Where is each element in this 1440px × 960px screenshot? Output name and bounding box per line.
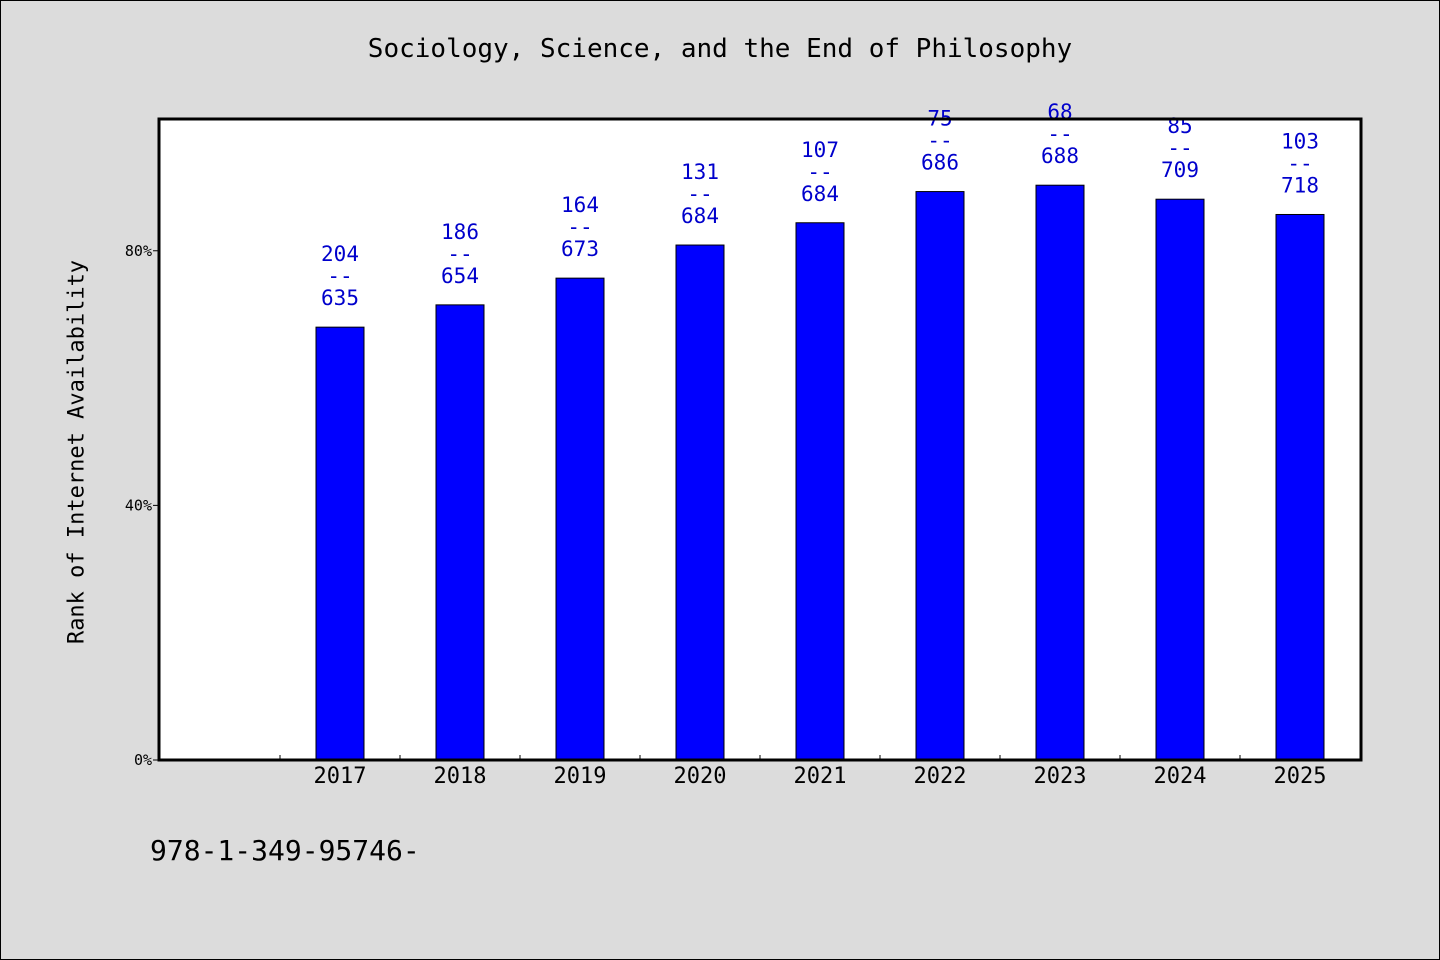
- data-label-top: 131: [681, 160, 719, 184]
- data-label-separator: --: [927, 129, 952, 153]
- bar: [675, 244, 725, 761]
- data-label-separator: --: [807, 160, 832, 184]
- data-label-top: 204: [321, 242, 359, 266]
- data-label-bottom: 709: [1161, 158, 1199, 182]
- bar: [555, 277, 605, 761]
- data-label-separator: --: [1047, 122, 1072, 146]
- chart-title: Sociology, Science, and the End of Philo…: [367, 34, 1073, 64]
- bar: [795, 222, 845, 761]
- bar: [315, 326, 365, 761]
- bar: [1275, 213, 1325, 761]
- bar: [915, 191, 965, 761]
- y-tick-label: 40%: [125, 496, 152, 514]
- data-label-bottom: 718: [1281, 173, 1319, 197]
- data-label-separator: --: [327, 264, 352, 288]
- data-label-bottom: 635: [321, 286, 359, 310]
- data-label-separator: --: [687, 182, 712, 206]
- bar: [1155, 198, 1205, 761]
- data-label-bottom: 684: [801, 182, 839, 206]
- x-tick-label: 2023: [1034, 764, 1087, 789]
- data-label-top: 103: [1281, 129, 1319, 153]
- x-tick-label: 2020: [674, 764, 727, 789]
- bar: [1035, 184, 1085, 761]
- data-label-top: 186: [441, 220, 479, 244]
- data-label-separator: --: [1287, 151, 1312, 175]
- data-label-bottom: 654: [441, 264, 479, 288]
- data-label-separator: --: [447, 242, 472, 266]
- y-tick-label: 80%: [125, 242, 152, 260]
- x-tick-label: 2017: [314, 764, 367, 789]
- data-label-bottom: 673: [561, 237, 599, 261]
- x-tick-label: 2025: [1274, 764, 1327, 789]
- data-label-top: 107: [801, 138, 839, 162]
- y-tick-label: 0%: [134, 751, 152, 769]
- x-tick-label: 2022: [914, 764, 967, 789]
- data-label-separator: --: [567, 215, 592, 239]
- data-label-bottom: 688: [1041, 144, 1079, 168]
- x-tick-label: 2019: [554, 764, 607, 789]
- bar: [435, 304, 485, 761]
- x-tick-label: 2021: [794, 764, 847, 789]
- x-tick-label: 2018: [434, 764, 487, 789]
- footer-isbn: 978-1-349-95746-: [150, 834, 420, 867]
- data-label-bottom: 684: [681, 204, 719, 228]
- data-label-bottom: 686: [921, 151, 959, 175]
- x-tick-label: 2024: [1154, 764, 1207, 789]
- data-label-separator: --: [1167, 136, 1192, 160]
- data-label-top: 68: [1047, 100, 1072, 124]
- data-label-top: 164: [561, 193, 599, 217]
